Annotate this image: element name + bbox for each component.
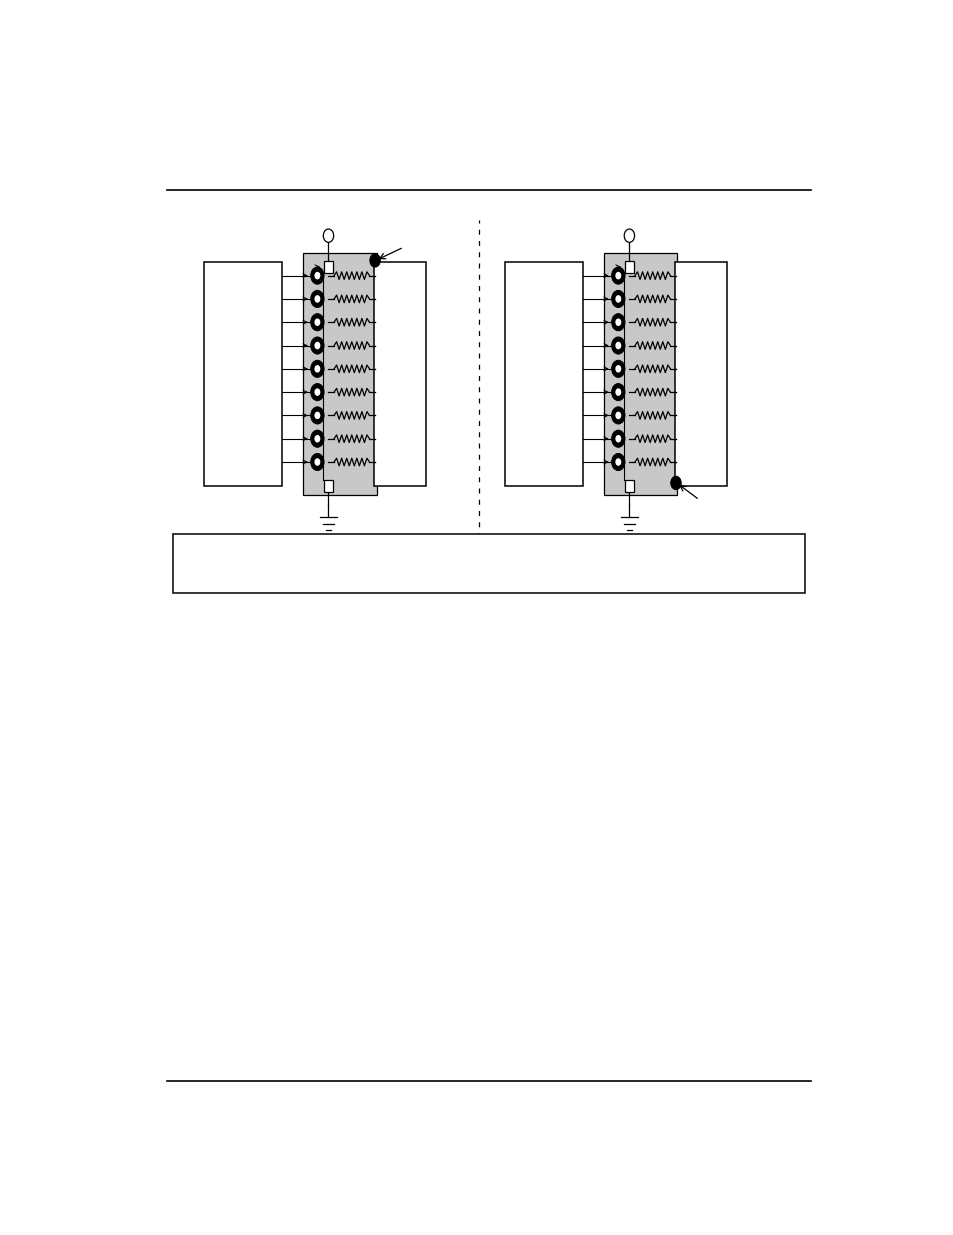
Circle shape bbox=[314, 388, 320, 396]
Circle shape bbox=[611, 361, 624, 378]
Bar bbox=[675, 262, 726, 485]
Bar bbox=[374, 262, 426, 485]
Bar bbox=[505, 262, 582, 485]
Circle shape bbox=[311, 361, 324, 378]
Bar bbox=[624, 261, 634, 273]
Circle shape bbox=[314, 435, 320, 442]
Circle shape bbox=[611, 267, 624, 284]
Circle shape bbox=[314, 272, 320, 279]
Circle shape bbox=[611, 384, 624, 400]
Circle shape bbox=[370, 253, 380, 267]
Circle shape bbox=[311, 384, 324, 400]
Circle shape bbox=[615, 272, 620, 279]
Bar bbox=[323, 261, 333, 273]
Bar bbox=[624, 479, 634, 492]
Circle shape bbox=[615, 342, 620, 350]
Circle shape bbox=[311, 406, 324, 424]
Circle shape bbox=[615, 388, 620, 396]
Circle shape bbox=[314, 295, 320, 303]
Circle shape bbox=[611, 337, 624, 354]
Circle shape bbox=[311, 314, 324, 331]
Circle shape bbox=[323, 228, 334, 242]
Circle shape bbox=[611, 430, 624, 447]
Circle shape bbox=[615, 366, 620, 373]
Circle shape bbox=[314, 411, 320, 419]
Circle shape bbox=[314, 319, 320, 326]
Circle shape bbox=[623, 228, 634, 242]
Bar bbox=[302, 253, 376, 495]
Circle shape bbox=[615, 295, 620, 303]
Circle shape bbox=[611, 290, 624, 308]
Bar bbox=[603, 253, 677, 495]
Circle shape bbox=[615, 458, 620, 466]
Circle shape bbox=[314, 458, 320, 466]
Bar bbox=[204, 262, 281, 485]
Circle shape bbox=[311, 290, 324, 308]
Circle shape bbox=[615, 319, 620, 326]
Circle shape bbox=[611, 314, 624, 331]
Circle shape bbox=[314, 342, 320, 350]
Circle shape bbox=[615, 411, 620, 419]
Circle shape bbox=[611, 453, 624, 471]
Circle shape bbox=[314, 366, 320, 373]
Circle shape bbox=[311, 267, 324, 284]
Circle shape bbox=[311, 453, 324, 471]
Circle shape bbox=[611, 406, 624, 424]
Circle shape bbox=[311, 430, 324, 447]
Bar bbox=[323, 479, 333, 492]
Circle shape bbox=[311, 337, 324, 354]
Circle shape bbox=[615, 435, 620, 442]
Bar bbox=[173, 535, 804, 593]
Circle shape bbox=[670, 477, 680, 489]
